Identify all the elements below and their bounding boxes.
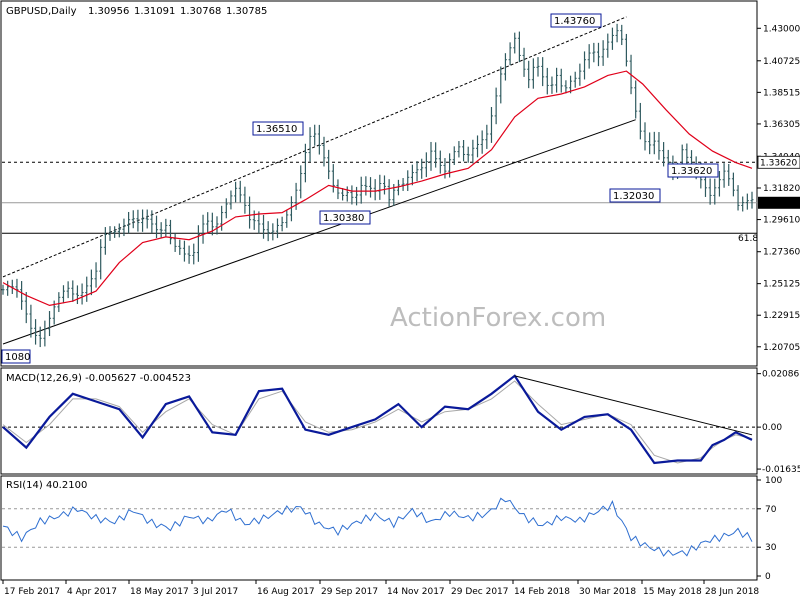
x-tick-label: 15 May 2018 xyxy=(643,587,702,597)
macd-panel xyxy=(0,367,758,475)
price-tick-label: 1.27360 xyxy=(763,248,800,258)
x-tick-label: 14 Nov 2017 xyxy=(387,587,445,597)
label-low-may-box xyxy=(609,188,661,203)
macd-layer xyxy=(2,374,757,465)
label-low-2017-box xyxy=(1,349,31,364)
x-tick-label: 14 Feb 2018 xyxy=(514,587,570,597)
x-tick-label: 17 Feb 2017 xyxy=(4,587,60,597)
macd-tick-label: 0.020861 xyxy=(762,370,800,380)
resistance-tag-label: 1.33620 xyxy=(760,158,797,168)
price-tick-label: 1.38515 xyxy=(763,88,800,98)
x-tick-label: 18 May 2017 xyxy=(130,587,189,597)
support-trendline xyxy=(2,119,636,345)
label-low-2017: 1080 xyxy=(5,352,30,363)
price-panel xyxy=(0,0,758,367)
rsi-panel xyxy=(0,475,758,581)
price-tick-label: 1.43000 xyxy=(763,24,800,34)
x-tick-label: 4 Apr 2017 xyxy=(67,587,117,597)
chart-header-high: 1.31091 xyxy=(134,6,175,17)
macd-tick-label: -0.016357 xyxy=(762,465,800,475)
axis-layer: 1.430001.407251.385151.363051.340401.318… xyxy=(2,24,800,597)
chart-header-close: 1.30785 xyxy=(226,6,267,17)
price-tick-label: 1.25125 xyxy=(763,280,800,290)
label-fib-618: 61.8 xyxy=(738,234,758,244)
label-high-aug: 1.36510 xyxy=(256,124,297,135)
label-high-aug-box xyxy=(252,121,304,136)
rsi-tick-label: 0 xyxy=(765,572,771,582)
rsi-tick-label: 30 xyxy=(765,543,777,553)
label-low-nov-box xyxy=(319,210,371,225)
label-level-1-box xyxy=(667,163,719,178)
last-price-tag-label: 1.30785 xyxy=(760,199,797,209)
macd-trendline xyxy=(514,375,753,436)
macd-title: MACD(12,26,9) -0.005627 -0.004523 xyxy=(6,373,191,384)
price-tick-label: 1.22915 xyxy=(763,311,800,321)
x-tick-label: 3 Jul 2017 xyxy=(193,587,238,597)
label-level-1: 1.33620 xyxy=(671,166,712,177)
macd-line xyxy=(2,374,753,465)
price-layer: 1080 1.36510 1.30380 1.43760 1.33620 1.32030 6… xyxy=(1,13,758,364)
chart-header-symbol: GBPUSD,Daily xyxy=(6,6,77,17)
watermark: ActionForex.com xyxy=(390,303,606,333)
label-low-nov: 1.30380 xyxy=(323,213,364,224)
rsi-title: RSI(14) 40.2100 xyxy=(6,480,87,491)
channel-upper-line xyxy=(2,16,627,278)
x-tick-label: 29 Dec 2017 xyxy=(451,587,509,597)
chart-header-low: 1.30768 xyxy=(180,6,221,17)
label-high-apr: 1.43760 xyxy=(554,16,595,27)
ema-line xyxy=(2,70,753,307)
rsi-layer xyxy=(2,497,757,557)
macd-signal-line xyxy=(2,380,753,464)
price-tick-label: 1.29610 xyxy=(763,216,800,226)
label-low-may: 1.32030 xyxy=(613,191,654,202)
label-high-apr-box xyxy=(550,13,602,28)
last-price-tag xyxy=(758,196,800,209)
price-tick-label: 1.36305 xyxy=(763,120,800,130)
resistance-tag xyxy=(757,155,800,169)
x-tick-label: 29 Sep 2017 xyxy=(321,587,378,597)
rsi-line xyxy=(2,497,753,557)
chart-header-open: 1.30956 xyxy=(88,6,129,17)
macd-tick-label: 0.00 xyxy=(762,423,782,433)
rsi-tick-label: 70 xyxy=(765,505,777,515)
x-tick-label: 28 Jun 2018 xyxy=(705,587,759,597)
x-tick-label: 16 Aug 2017 xyxy=(257,587,315,597)
price-tick-label: 1.31820 xyxy=(763,184,800,194)
x-tick-label: 30 Mar 2018 xyxy=(579,587,636,597)
price-tick-label: 1.20705 xyxy=(763,343,800,353)
rsi-tick-label: 100 xyxy=(765,476,782,486)
price-tick-label: 1.40725 xyxy=(763,57,800,67)
